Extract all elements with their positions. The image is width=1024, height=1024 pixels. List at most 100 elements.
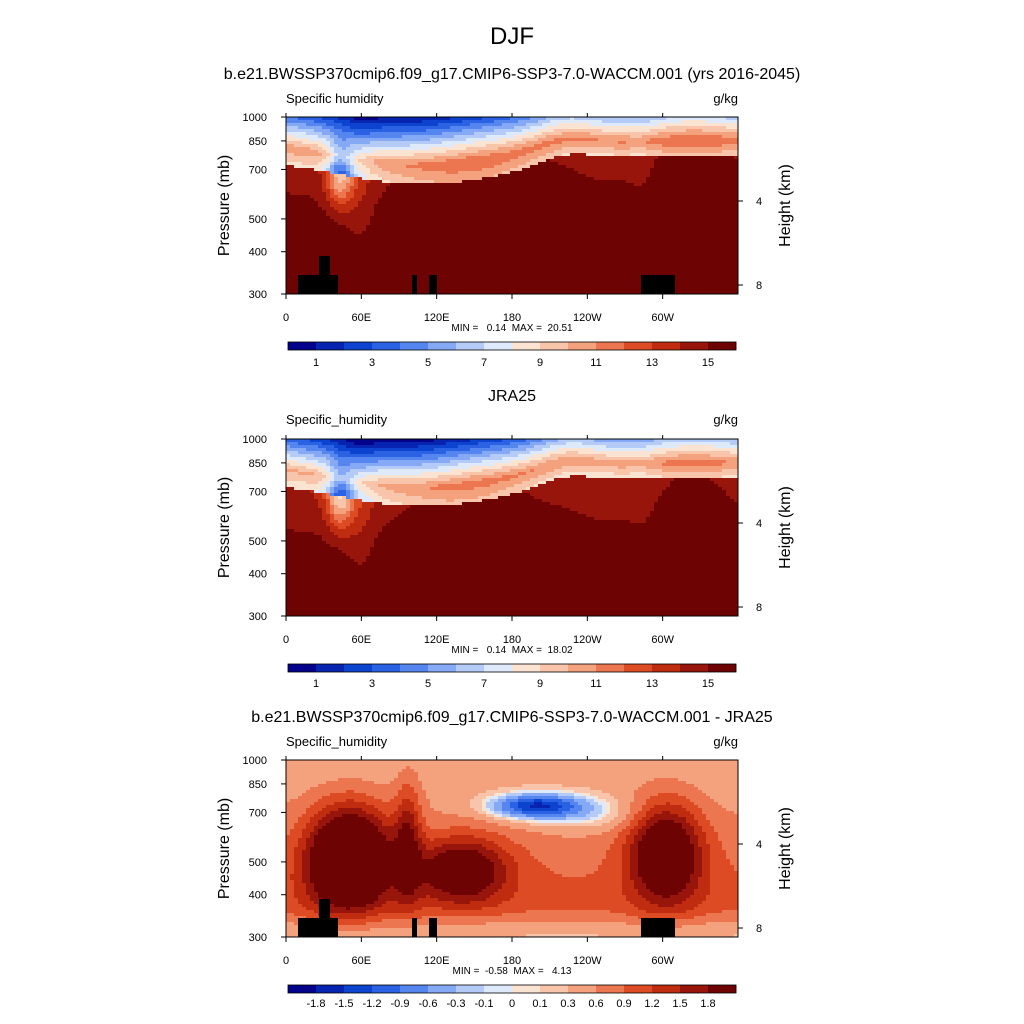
contour-cell <box>422 261 427 265</box>
contour-cell <box>522 183 527 187</box>
contour-cell <box>338 252 343 256</box>
contour-cell <box>546 282 551 286</box>
contour-cell <box>482 231 487 235</box>
contour-cell <box>322 243 327 247</box>
contour-cell <box>402 174 407 178</box>
contour-cell <box>366 291 371 294</box>
contour-cell <box>486 267 491 271</box>
contour-cell <box>350 216 355 220</box>
contour-cell <box>286 201 291 205</box>
contour-cell <box>294 183 299 187</box>
contour-cell <box>418 258 423 262</box>
contour-cell <box>454 285 459 289</box>
contour-cell <box>418 135 423 139</box>
contour-cell <box>494 231 499 235</box>
contour-cell <box>534 273 539 277</box>
contour-cell <box>538 267 543 271</box>
contour-cell <box>438 219 443 223</box>
contour-cell <box>558 282 563 286</box>
contour-cell <box>370 201 375 205</box>
contour-cell <box>526 252 531 256</box>
contour-cell <box>538 198 543 202</box>
contour-cell <box>462 156 467 160</box>
contour-cell <box>466 153 471 157</box>
contour-cell <box>482 216 487 220</box>
contour-cell <box>518 231 523 235</box>
contour-cell <box>398 132 403 136</box>
contour-cell <box>582 261 587 265</box>
contour-cell <box>402 171 407 175</box>
contour-cell <box>302 243 307 247</box>
contour-cell <box>286 195 291 199</box>
contour-cell <box>586 177 591 181</box>
contour-cell <box>358 117 363 121</box>
contour-cell <box>382 285 387 289</box>
contour-cell <box>570 264 575 268</box>
contour-cell <box>502 135 507 139</box>
contour-cell <box>470 141 475 145</box>
contour-cell <box>418 171 423 175</box>
contour-cell <box>354 258 359 262</box>
contour-cell <box>314 177 319 181</box>
contour-cell <box>426 123 431 127</box>
contour-cell <box>466 258 471 262</box>
contour-cell <box>554 216 559 220</box>
contour-cell <box>374 141 379 145</box>
contour-cell <box>398 222 403 226</box>
contour-cell <box>286 288 291 292</box>
contour-cell <box>466 138 471 142</box>
contour-cell <box>446 147 451 151</box>
contour-cell <box>370 177 375 181</box>
contour-cell <box>378 138 383 142</box>
contour-cell <box>330 141 335 145</box>
contour-cell <box>498 138 503 142</box>
contour-cell <box>430 138 435 142</box>
contour-cell <box>542 159 547 163</box>
contour-cell <box>562 135 567 139</box>
contour-cell <box>454 180 459 184</box>
contour-cell <box>294 285 299 289</box>
contour-cell <box>506 276 511 280</box>
contour-cell <box>558 195 563 199</box>
contour-cell <box>326 162 331 166</box>
contour-cell <box>426 150 431 154</box>
contour-cell <box>370 264 375 268</box>
contour-cell <box>546 138 551 142</box>
contour-cell <box>286 132 291 136</box>
contour-cell <box>562 117 567 121</box>
contour-cell <box>542 177 547 181</box>
contour-cell <box>558 117 563 121</box>
contour-cell <box>402 132 407 136</box>
contour-cell <box>610 234 615 238</box>
contour-cell <box>546 222 551 226</box>
contour-cell <box>310 252 315 256</box>
contour-cell <box>290 168 295 172</box>
contour-cell <box>358 213 363 217</box>
contour-cell <box>466 243 471 247</box>
contour-cell <box>438 159 443 163</box>
contour-fill <box>286 117 738 294</box>
contour-cell <box>550 228 555 232</box>
contour-cell <box>542 267 547 271</box>
contour-cell <box>538 258 543 262</box>
contour-cell <box>442 273 447 277</box>
contour-cell <box>414 237 419 241</box>
contour-cell <box>474 222 479 226</box>
contour-cell <box>414 246 419 250</box>
contour-cell <box>530 222 535 226</box>
contour-cell <box>510 234 515 238</box>
contour-cell <box>566 207 571 211</box>
contour-cell <box>290 258 295 262</box>
contour-cell <box>318 156 323 160</box>
contour-cell <box>474 174 479 178</box>
contour-cell <box>314 255 319 259</box>
contour-cell <box>526 132 531 136</box>
contour-cell <box>486 129 491 133</box>
contour-cell <box>302 213 307 217</box>
contour-cell <box>490 267 495 271</box>
contour-cell <box>362 285 367 289</box>
contour-cell <box>570 144 575 148</box>
contour-cell <box>594 252 599 256</box>
contour-cell <box>498 225 503 229</box>
contour-cell <box>366 204 371 208</box>
